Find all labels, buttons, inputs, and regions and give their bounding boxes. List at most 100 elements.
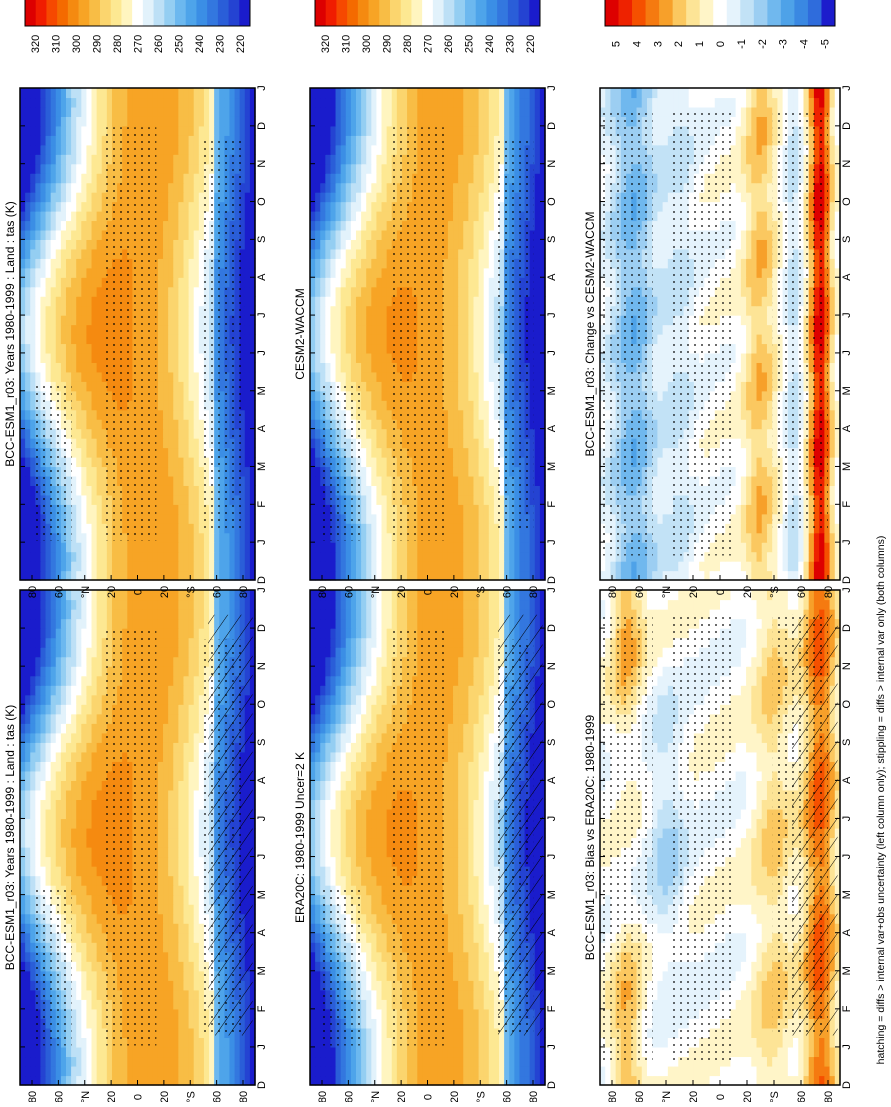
heat-cell: [46, 372, 52, 382]
heat-cell: [194, 952, 200, 962]
heat-cell: [35, 761, 41, 771]
heat-cell: [189, 192, 195, 202]
y-tick-label: 20: [106, 1091, 118, 1102]
heat-cell: [168, 135, 174, 145]
heat-cell: [209, 533, 215, 543]
heat-cell: [245, 230, 251, 240]
heat-cell: [66, 249, 72, 259]
heat-cell: [143, 609, 149, 619]
heat-cell: [86, 933, 92, 943]
stipple-region: [203, 137, 243, 531]
heat-cell: [35, 1047, 41, 1057]
heat-cell: [61, 847, 67, 857]
heat-cell: [20, 771, 26, 781]
heat-cell: [30, 164, 36, 174]
heat-cell: [76, 485, 82, 495]
heat-cell: [86, 154, 92, 164]
heat-cell: [71, 523, 77, 533]
heat-cell: [138, 1066, 144, 1076]
heat-cell: [86, 268, 92, 278]
heat-cell: [20, 657, 26, 667]
heat-cell: [25, 334, 31, 344]
heat-cell: [158, 410, 164, 420]
heat-cell: [97, 1056, 103, 1066]
heat-cell: [56, 647, 62, 657]
x-tick-label: J: [256, 587, 268, 593]
colorbar-label: 280: [112, 35, 124, 53]
heat-cell: [20, 923, 26, 933]
heat-cell: [163, 561, 169, 571]
heat-cell: [163, 790, 169, 800]
heat-cell: [51, 571, 57, 581]
heat-cell: [209, 542, 215, 552]
heat-cell: [183, 638, 189, 648]
heat-cell: [86, 961, 92, 971]
heat-cell: [168, 971, 174, 981]
heat-cell: [92, 504, 98, 514]
heat-cell: [35, 638, 41, 648]
heat-cell: [97, 334, 103, 344]
heat-cell: [35, 296, 41, 306]
heat-cell: [153, 561, 159, 571]
heat-cell: [51, 306, 57, 316]
heat-cell: [66, 809, 72, 819]
heat-cell: [92, 135, 98, 145]
heat-cell: [51, 287, 57, 297]
heat-cell: [81, 466, 87, 476]
heat-cell: [76, 828, 82, 838]
heat-cell: [183, 895, 189, 905]
heat-cell: [173, 523, 179, 533]
heat-cell: [168, 287, 174, 297]
heat-cell: [168, 952, 174, 962]
heat-cell: [20, 419, 26, 429]
heat-cell: [25, 600, 31, 610]
heat-cell: [163, 466, 169, 476]
heat-cell: [97, 790, 103, 800]
colorbar-segment: [100, 0, 111, 26]
heat-cell: [97, 895, 103, 905]
heat-cell: [163, 126, 169, 136]
heat-cell: [35, 315, 41, 325]
heat-cell: [178, 676, 184, 686]
heat-cell: [35, 145, 41, 155]
heat-cell: [20, 542, 26, 552]
heat-cell: [189, 400, 195, 410]
heat-cell: [163, 277, 169, 287]
heat-cell: [86, 192, 92, 202]
heat-cell: [25, 296, 31, 306]
heat-cell: [168, 306, 174, 316]
heat-cell: [86, 866, 92, 876]
colorbar-segment: [111, 0, 122, 26]
heat-cell: [51, 676, 57, 686]
heat-cell: [40, 761, 46, 771]
heat-cell: [112, 88, 118, 98]
heat-cell: [224, 571, 230, 581]
heat-cell: [117, 88, 123, 98]
heat-cell: [40, 799, 46, 809]
heat-cell: [173, 571, 179, 581]
heat-cell: [51, 638, 57, 648]
colorbar-segment: [229, 0, 240, 26]
heat-cell: [235, 97, 241, 107]
heat-cell: [199, 116, 205, 126]
heat-cell: [20, 619, 26, 629]
heat-cell: [51, 135, 57, 145]
heat-cell: [189, 1066, 195, 1076]
heat-cell: [56, 325, 62, 335]
heat-cell: [168, 1018, 174, 1028]
heat-cell: [117, 561, 123, 571]
heat-cell: [30, 154, 36, 164]
heat-cell: [76, 1018, 82, 1028]
heat-cell: [158, 818, 164, 828]
heat-cell: [81, 258, 87, 268]
heat-cell: [178, 571, 184, 581]
heat-cell: [199, 107, 205, 117]
heat-cell: [51, 88, 57, 98]
heat-cell: [40, 638, 46, 648]
heat-cell: [20, 249, 26, 259]
heat-cell: [183, 799, 189, 809]
heat-cell: [61, 343, 67, 353]
heat-cell: [86, 296, 92, 306]
heat-cell: [92, 790, 98, 800]
heat-cell: [97, 990, 103, 1000]
